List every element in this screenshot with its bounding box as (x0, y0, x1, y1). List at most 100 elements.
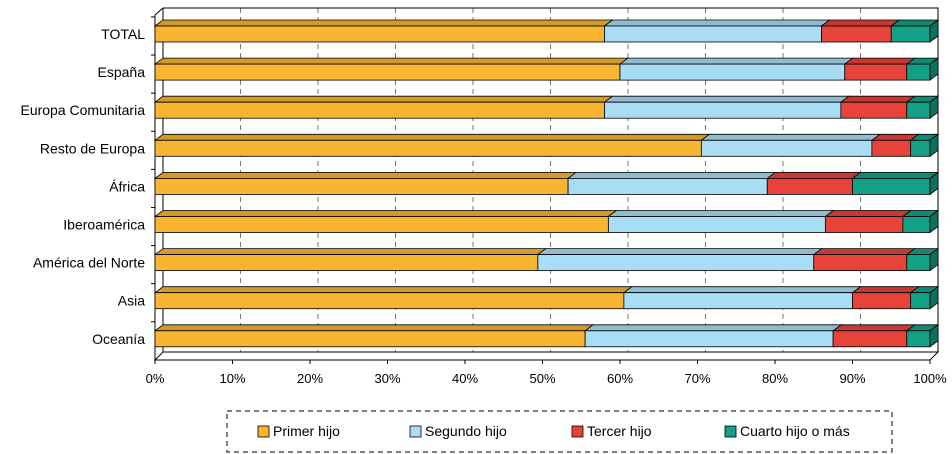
bar-side-face (929, 133, 939, 158)
bar-segment (906, 101, 931, 119)
bar-top-face (153, 95, 614, 103)
bar-segment (840, 101, 908, 119)
bar-side-face (929, 95, 939, 119)
bar-side-face (929, 19, 939, 43)
bar-segment (766, 177, 853, 195)
bar-segment (567, 177, 768, 195)
bar-segment (623, 292, 853, 310)
bar-segment (604, 101, 842, 119)
bar-segment (821, 25, 892, 43)
bar-top-face (153, 19, 614, 27)
bar-side-face (929, 247, 939, 272)
legend-label: Primer hijo (273, 423, 340, 439)
bar-top-face (153, 324, 595, 332)
category-label: Resto de Europa (40, 140, 145, 156)
bar-segment (852, 177, 931, 195)
category-label: Europa Comunitaria (20, 102, 145, 118)
bar-top-face (153, 171, 578, 179)
bar-top-face (603, 19, 831, 27)
bar-side-face (929, 323, 939, 348)
bar-side-face (929, 171, 939, 196)
x-tick-label: 60% (607, 371, 633, 386)
legend-label: Cuarto hijo o más (740, 423, 850, 439)
x-tick-label: 10% (219, 371, 245, 386)
bar-top-face (820, 19, 901, 27)
bar-segment (871, 139, 912, 157)
bar-segment (619, 63, 846, 81)
x-tick-label: 70% (684, 371, 710, 386)
legend-label: Segundo hijo (425, 423, 507, 439)
bar-segment (154, 177, 569, 195)
bar-top-face (700, 133, 882, 141)
x-tick-labels: 0% 10% 20% 30% 40% 50% 60% 70% 80% 90% 100% (146, 360, 947, 386)
bar-segment (824, 216, 904, 233)
bar-segment (906, 254, 931, 272)
bar-segment (906, 63, 931, 81)
bar-segment (154, 254, 539, 272)
bar-top-face (153, 286, 634, 294)
legend-swatch (257, 425, 270, 438)
bar-top-face (851, 286, 920, 294)
bar-segment (852, 292, 912, 310)
x-tick-label: 20% (297, 371, 323, 386)
left-wall-top-edge (154, 7, 164, 16)
category-label: España (98, 64, 146, 80)
legend-swatch (409, 425, 422, 438)
floor (153, 351, 940, 361)
bar-segment (890, 25, 931, 43)
bar-top-face (153, 210, 618, 217)
legend-swatch (571, 425, 584, 438)
bar-top-face (583, 324, 843, 332)
bar-segment (154, 216, 609, 233)
category-label: Iberoamérica (63, 217, 145, 233)
bar-segment (844, 63, 908, 81)
category-label: Oceanía (92, 331, 145, 347)
category-label: África (109, 178, 145, 194)
x-tick-label: 0% (146, 371, 165, 386)
bar-top-face (566, 171, 777, 179)
legend-swatch (724, 425, 737, 438)
x-tick-label: 100% (913, 371, 947, 386)
bar-top-face (839, 95, 916, 103)
bar-segment (154, 101, 605, 119)
bar-top-face (812, 248, 916, 256)
bar-top-face (622, 286, 862, 294)
bar-segment (910, 292, 931, 310)
bar-segment (154, 139, 702, 157)
category-label: TOTAL (101, 26, 145, 42)
bar-top-face (766, 171, 862, 179)
x-tick-label: 30% (374, 371, 400, 386)
bar-top-face (831, 324, 916, 332)
bar-segment (584, 330, 834, 348)
bars-layer (153, 19, 940, 348)
bar-segment (154, 63, 621, 81)
bar-side-face (929, 285, 939, 310)
bar-top-face (607, 210, 835, 217)
bar-segment (832, 330, 908, 348)
bar-top-face (153, 248, 548, 256)
bar-top-face (536, 248, 823, 256)
bar-segment (154, 330, 586, 348)
legend-label: Tercer hijo (587, 423, 652, 439)
bar-top-face (618, 57, 854, 65)
bar-segment (700, 139, 873, 157)
legend: Primer hijo Segundo hijo Tercer hijo Cuarto… (226, 410, 893, 453)
bar-top-face (824, 210, 913, 217)
back-wall-edge (163, 7, 939, 352)
x-tick-label: 80% (762, 371, 788, 386)
x-tick-label: 90% (839, 371, 865, 386)
bar-top-face (843, 57, 916, 65)
bar-top-face (603, 95, 851, 103)
bar-segment (607, 216, 826, 233)
bar-segment (910, 139, 931, 157)
bar-segment (604, 25, 822, 43)
bar-top-face (153, 57, 630, 65)
legend-box (226, 410, 893, 453)
bar-segment (154, 292, 625, 310)
category-label: Asia (118, 293, 145, 309)
bar-side-face (929, 57, 939, 81)
x-tick-label: 50% (529, 371, 555, 386)
x-tick-label: 40% (452, 371, 478, 386)
bar-side-face (929, 209, 939, 234)
